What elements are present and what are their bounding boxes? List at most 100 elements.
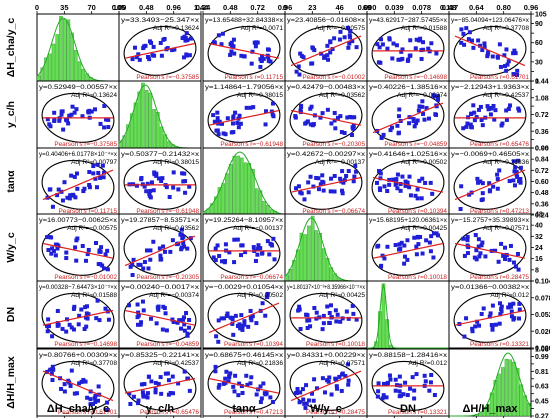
x-tick-label-top: 105 xyxy=(113,3,126,12)
histogram-bar xyxy=(497,373,501,417)
data-point xyxy=(319,51,324,56)
data-point xyxy=(223,376,228,381)
data-point xyxy=(146,266,151,271)
data-point xyxy=(158,253,163,258)
data-point xyxy=(511,159,516,164)
data-point xyxy=(418,234,423,239)
data-point xyxy=(62,389,67,394)
data-point xyxy=(477,254,482,259)
fit-line xyxy=(42,169,114,201)
data-point xyxy=(502,64,507,69)
data-point xyxy=(183,190,188,195)
data-point xyxy=(185,331,190,336)
data-point xyxy=(165,46,170,51)
regression-equation: y=15.68195+120.06361×x xyxy=(369,217,448,224)
data-point xyxy=(71,306,76,311)
data-point xyxy=(307,318,312,323)
data-point xyxy=(105,408,110,412)
data-point xyxy=(399,393,404,398)
data-point xyxy=(320,376,325,381)
data-point xyxy=(228,52,233,57)
data-point xyxy=(490,54,495,59)
data-point xyxy=(263,313,268,318)
data-point xyxy=(52,118,57,123)
data-point xyxy=(479,243,484,248)
panel-frame xyxy=(284,348,368,417)
data-point xyxy=(338,29,343,34)
data-point xyxy=(432,94,437,99)
data-point xyxy=(427,240,432,245)
data-point xyxy=(464,26,469,31)
data-point xyxy=(180,236,185,241)
data-point xyxy=(213,364,218,369)
data-point xyxy=(393,243,398,248)
data-point xyxy=(480,181,485,186)
data-point xyxy=(159,391,164,396)
y-tick-label-right: 0.000 xyxy=(535,346,550,353)
y-tick-label-right: 0 xyxy=(535,79,539,86)
data-point xyxy=(415,187,420,192)
data-point xyxy=(327,310,332,315)
data-point xyxy=(233,110,238,115)
data-point xyxy=(216,339,221,344)
data-point xyxy=(68,193,73,198)
data-point xyxy=(160,327,165,332)
pearson-label: Pearson's r=0.10018 xyxy=(306,341,365,348)
data-point xyxy=(305,313,310,318)
data-point xyxy=(187,53,192,58)
data-point xyxy=(335,386,340,391)
data-point xyxy=(244,105,249,110)
data-point xyxy=(320,173,325,178)
data-point xyxy=(493,108,498,113)
x-tick-label-top: 1.44 xyxy=(194,3,209,12)
data-point xyxy=(81,189,86,194)
fit-line xyxy=(454,169,526,201)
data-point xyxy=(50,246,55,251)
histogram-bar xyxy=(228,164,233,216)
data-point xyxy=(134,55,139,60)
data-point xyxy=(516,158,521,163)
data-point xyxy=(344,174,349,179)
data-point xyxy=(214,334,219,339)
data-point xyxy=(161,244,166,249)
data-point xyxy=(258,57,263,62)
data-point xyxy=(400,56,405,61)
data-point xyxy=(473,233,478,238)
data-point xyxy=(182,34,187,39)
data-point xyxy=(304,401,309,406)
data-point xyxy=(74,258,79,263)
data-point xyxy=(272,257,277,262)
data-point xyxy=(482,41,487,46)
regression-equation: y=0.88158−1.28416×x xyxy=(369,352,448,359)
data-point xyxy=(53,253,58,258)
data-point xyxy=(86,247,91,252)
data-point xyxy=(136,313,141,318)
data-point xyxy=(465,251,470,256)
x-tick-label-top: 0.078 xyxy=(412,3,431,12)
data-point xyxy=(215,243,220,248)
data-point xyxy=(414,244,419,249)
data-point xyxy=(140,390,145,395)
data-point xyxy=(253,44,258,49)
data-point xyxy=(480,197,485,202)
data-point xyxy=(149,379,154,384)
x-axis-title: y_c/h xyxy=(146,403,174,415)
data-point xyxy=(87,182,92,187)
confidence-ellipse xyxy=(207,292,281,343)
data-point xyxy=(303,405,308,410)
data-point xyxy=(339,388,344,393)
data-point xyxy=(465,121,470,126)
data-point xyxy=(397,247,402,252)
data-point xyxy=(215,110,220,115)
confidence-ellipse xyxy=(371,360,445,411)
data-point xyxy=(148,188,153,193)
adj-r2-label: Adj R²=−0.00137 xyxy=(233,225,283,232)
data-point xyxy=(517,179,522,184)
data-point xyxy=(408,193,413,198)
data-point xyxy=(225,311,230,316)
data-point xyxy=(184,52,189,57)
data-point xyxy=(333,376,338,381)
data-point xyxy=(142,382,147,387)
